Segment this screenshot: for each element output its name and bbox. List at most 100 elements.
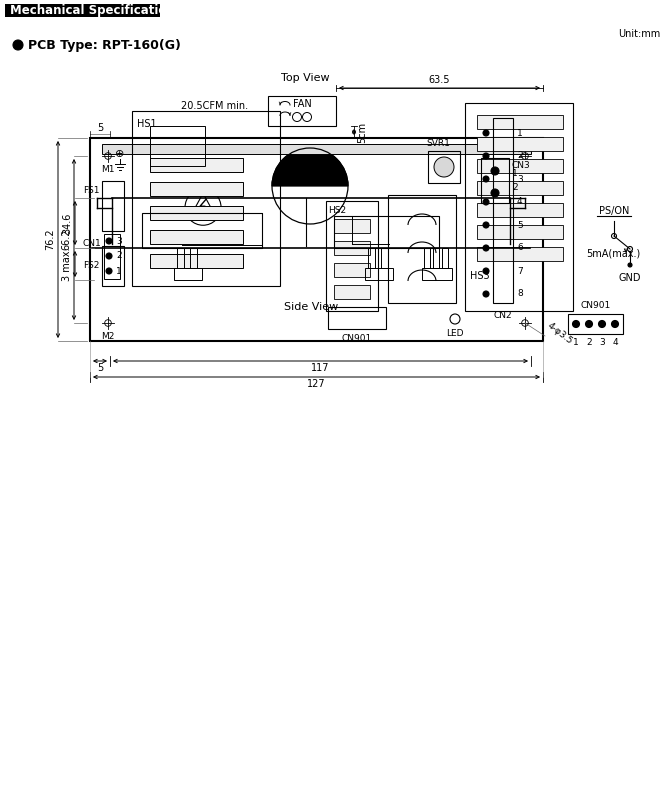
Text: ⊕: ⊕ <box>115 149 125 159</box>
Bar <box>150 126 205 166</box>
Text: 1: 1 <box>512 170 518 178</box>
Text: M1: M1 <box>101 165 115 174</box>
Text: 4-φ3.5: 4-φ3.5 <box>546 321 575 345</box>
Bar <box>190 248 197 268</box>
Bar <box>334 219 370 233</box>
Circle shape <box>598 321 606 327</box>
Bar <box>132 111 280 286</box>
Bar <box>477 115 563 129</box>
Bar <box>268 96 336 126</box>
Text: LED: LED <box>446 329 464 338</box>
Text: 1: 1 <box>573 338 579 347</box>
Circle shape <box>491 167 499 175</box>
Text: 3: 3 <box>517 174 523 184</box>
Bar <box>477 203 563 217</box>
Circle shape <box>13 40 23 50</box>
Text: SVR1: SVR1 <box>426 139 450 148</box>
Circle shape <box>586 321 592 327</box>
Circle shape <box>612 321 618 327</box>
Circle shape <box>483 130 489 136</box>
Text: 5: 5 <box>97 363 103 373</box>
Bar <box>150 158 243 172</box>
Text: 3: 3 <box>116 236 122 245</box>
Text: 66.2: 66.2 <box>61 228 71 250</box>
Text: 76.2: 76.2 <box>45 228 55 250</box>
Text: Unit:mm: Unit:mm <box>618 29 660 39</box>
Text: 5: 5 <box>97 123 103 133</box>
Text: 2: 2 <box>116 252 122 260</box>
Text: Mechanical Specification: Mechanical Specification <box>10 4 175 17</box>
Bar <box>326 201 378 311</box>
Bar <box>104 234 120 279</box>
Text: FS1: FS1 <box>84 186 100 195</box>
Bar <box>424 248 430 268</box>
Bar <box>150 206 243 220</box>
Text: 2: 2 <box>512 184 518 193</box>
Text: 5cm: 5cm <box>357 122 367 142</box>
Circle shape <box>572 321 580 327</box>
Text: 8: 8 <box>517 290 523 298</box>
Text: HS1: HS1 <box>137 119 157 129</box>
Circle shape <box>483 153 489 159</box>
Circle shape <box>106 253 112 259</box>
Bar <box>142 213 262 248</box>
Bar <box>493 118 513 303</box>
Text: 5: 5 <box>517 220 523 229</box>
Bar <box>334 285 370 299</box>
Text: 2: 2 <box>586 338 592 347</box>
Text: 3 max.: 3 max. <box>62 248 72 281</box>
Bar <box>477 159 563 173</box>
Text: CN2: CN2 <box>494 311 513 320</box>
Bar <box>368 248 375 268</box>
Bar <box>442 248 448 268</box>
Bar <box>388 195 456 303</box>
Bar <box>381 248 388 268</box>
Text: 20.5CFM min.: 20.5CFM min. <box>182 101 249 111</box>
Bar <box>477 137 563 151</box>
Text: 5mA(max.): 5mA(max.) <box>586 248 641 258</box>
Bar <box>477 225 563 239</box>
Text: 63.5: 63.5 <box>429 75 450 85</box>
Text: 4: 4 <box>612 338 618 347</box>
Bar <box>90 138 543 341</box>
Text: CN901: CN901 <box>580 301 610 310</box>
Text: Side View: Side View <box>284 302 338 312</box>
Circle shape <box>106 238 112 244</box>
Text: 127: 127 <box>307 379 326 389</box>
Bar <box>328 307 386 329</box>
Bar <box>177 248 184 268</box>
Bar <box>334 263 370 277</box>
Text: 6: 6 <box>517 244 523 252</box>
Circle shape <box>483 199 489 205</box>
Circle shape <box>483 245 489 251</box>
Bar <box>433 248 439 268</box>
Bar <box>465 103 573 311</box>
Bar <box>102 246 124 286</box>
Circle shape <box>434 157 454 177</box>
Text: PS/ON: PS/ON <box>599 206 629 216</box>
Bar <box>174 268 202 280</box>
Bar <box>102 181 124 231</box>
Text: M2: M2 <box>101 332 115 341</box>
Text: FS2: FS2 <box>84 262 100 271</box>
Text: 2: 2 <box>517 151 523 161</box>
Text: HS3: HS3 <box>470 271 490 281</box>
Bar <box>481 158 509 203</box>
Text: GND: GND <box>619 273 641 283</box>
Circle shape <box>483 176 489 182</box>
Text: 1: 1 <box>116 267 122 275</box>
Circle shape <box>483 291 489 297</box>
Bar <box>568 314 623 334</box>
Text: CN1: CN1 <box>82 240 101 248</box>
Circle shape <box>483 268 489 274</box>
Text: 1: 1 <box>517 128 523 138</box>
Text: CN3: CN3 <box>512 161 531 170</box>
Bar <box>150 254 243 268</box>
Bar <box>150 230 243 244</box>
Bar <box>428 151 460 183</box>
Bar <box>5 4 160 17</box>
Text: 117: 117 <box>312 363 330 373</box>
Circle shape <box>106 268 112 274</box>
Text: PCB Type: RPT-160(G): PCB Type: RPT-160(G) <box>28 38 181 52</box>
Bar <box>334 241 370 255</box>
